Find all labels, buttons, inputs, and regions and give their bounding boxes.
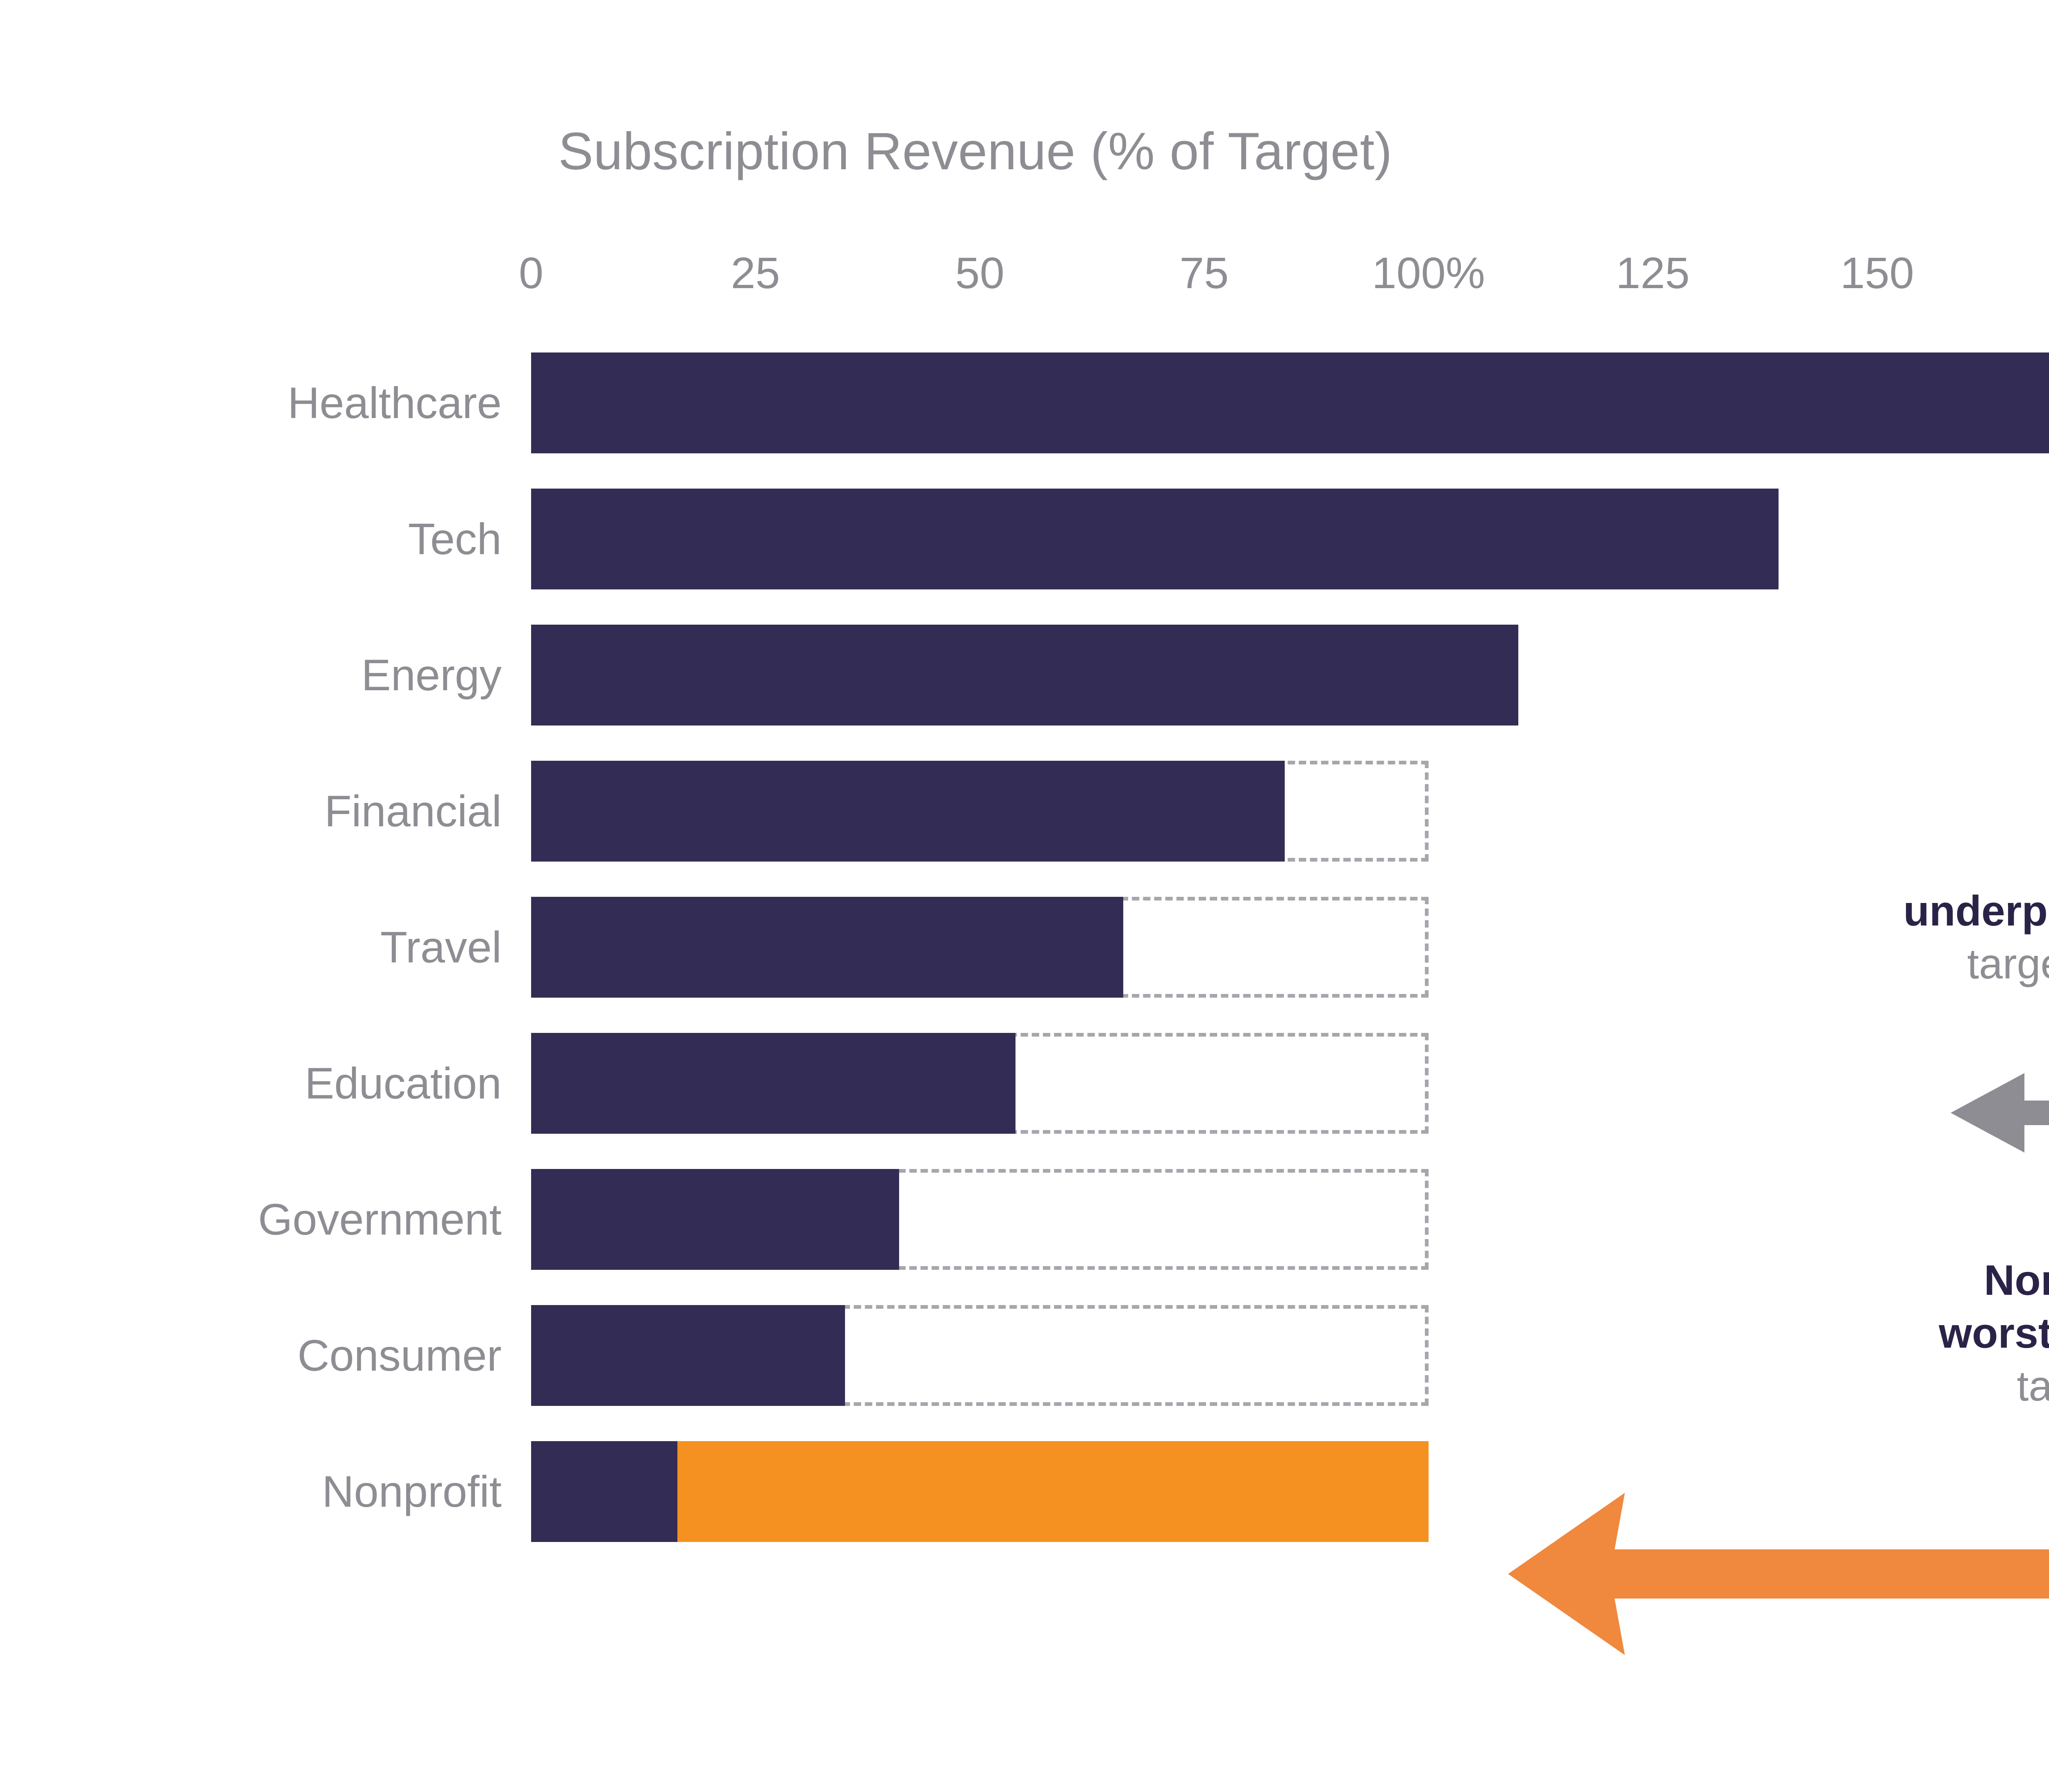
x-tick-label-25: 25 (731, 248, 780, 298)
bar-tech[interactable] (531, 489, 1779, 589)
bar-energy[interactable] (531, 625, 1518, 725)
annotation-nonprofit: Nonprofits fared worst, missing their ta… (1750, 1254, 2049, 1413)
annotation-nonprofit-emphasis2: worst (1939, 1309, 2049, 1357)
category-label-consumer: Consumer (297, 1330, 502, 1380)
category-label-education: Education (304, 1058, 502, 1108)
annotation-nonprofit-line2: target by (2017, 1362, 2049, 1410)
shortfall-fill (677, 1441, 1429, 1542)
category-label-tech: Tech (408, 514, 502, 564)
category-label-travel: Travel (380, 922, 502, 972)
bar-financial[interactable] (531, 761, 1285, 862)
category-label-nonprofit: Nonprofit (322, 1467, 502, 1516)
bar-government[interactable] (531, 1169, 899, 1270)
category-label-government: Government (258, 1194, 502, 1244)
bar-row[interactable]: Financial (325, 761, 2049, 862)
annotation-underperformed: Most sectors underperformedtheir target … (1676, 832, 2049, 1044)
x-tick-label-50: 50 (955, 248, 1004, 298)
bar-healthcare[interactable] (531, 352, 2049, 453)
bar-row[interactable]: Nonprofit (322, 1441, 2049, 1542)
chart-title: Subscription Revenue (% of Target) (558, 122, 1393, 181)
annotation-nonprofit-emphasis1: Nonprofits fared (1984, 1257, 2049, 1304)
annotation-underperformed-line3: target subscription (1967, 940, 2049, 988)
plot-area: Healthcare Tech Energy Financial Travel Educa… (258, 352, 2049, 1578)
bar-row[interactable]: Tech (408, 489, 2049, 589)
bar-row[interactable]: Travel (380, 897, 2049, 998)
bar-row[interactable]: Government (258, 1169, 2049, 1270)
bar-row[interactable]: Healthcare (288, 352, 2049, 453)
category-label-financial: Financial (324, 786, 502, 836)
bar-education[interactable] (531, 1033, 1016, 1134)
category-label-healthcare: Healthcare (287, 378, 502, 428)
arrow-left-icon (1508, 1493, 2049, 1655)
bar-row[interactable]: Education (305, 1033, 2049, 1134)
x-tick-label-0: 0 (518, 248, 544, 298)
arrow-left-icon (1951, 1073, 2049, 1153)
x-tick-label-125: 125 (1616, 248, 1690, 298)
bar-nonprofit[interactable] (531, 1441, 677, 1542)
bar-consumer[interactable] (531, 1305, 845, 1406)
category-label-energy: Energy (361, 650, 502, 700)
bar-row[interactable]: Energy (361, 625, 2049, 725)
x-tick-label-75: 75 (1179, 248, 1229, 298)
bar-row[interactable]: Consumer (298, 1305, 2049, 1406)
x-tick-label-150: 150 (1840, 248, 1914, 298)
bar-travel[interactable] (531, 897, 1124, 998)
annotation-underperformed-emphasis: underperformed (1903, 887, 2049, 935)
x-tick-label-100: 100% (1372, 248, 1485, 298)
